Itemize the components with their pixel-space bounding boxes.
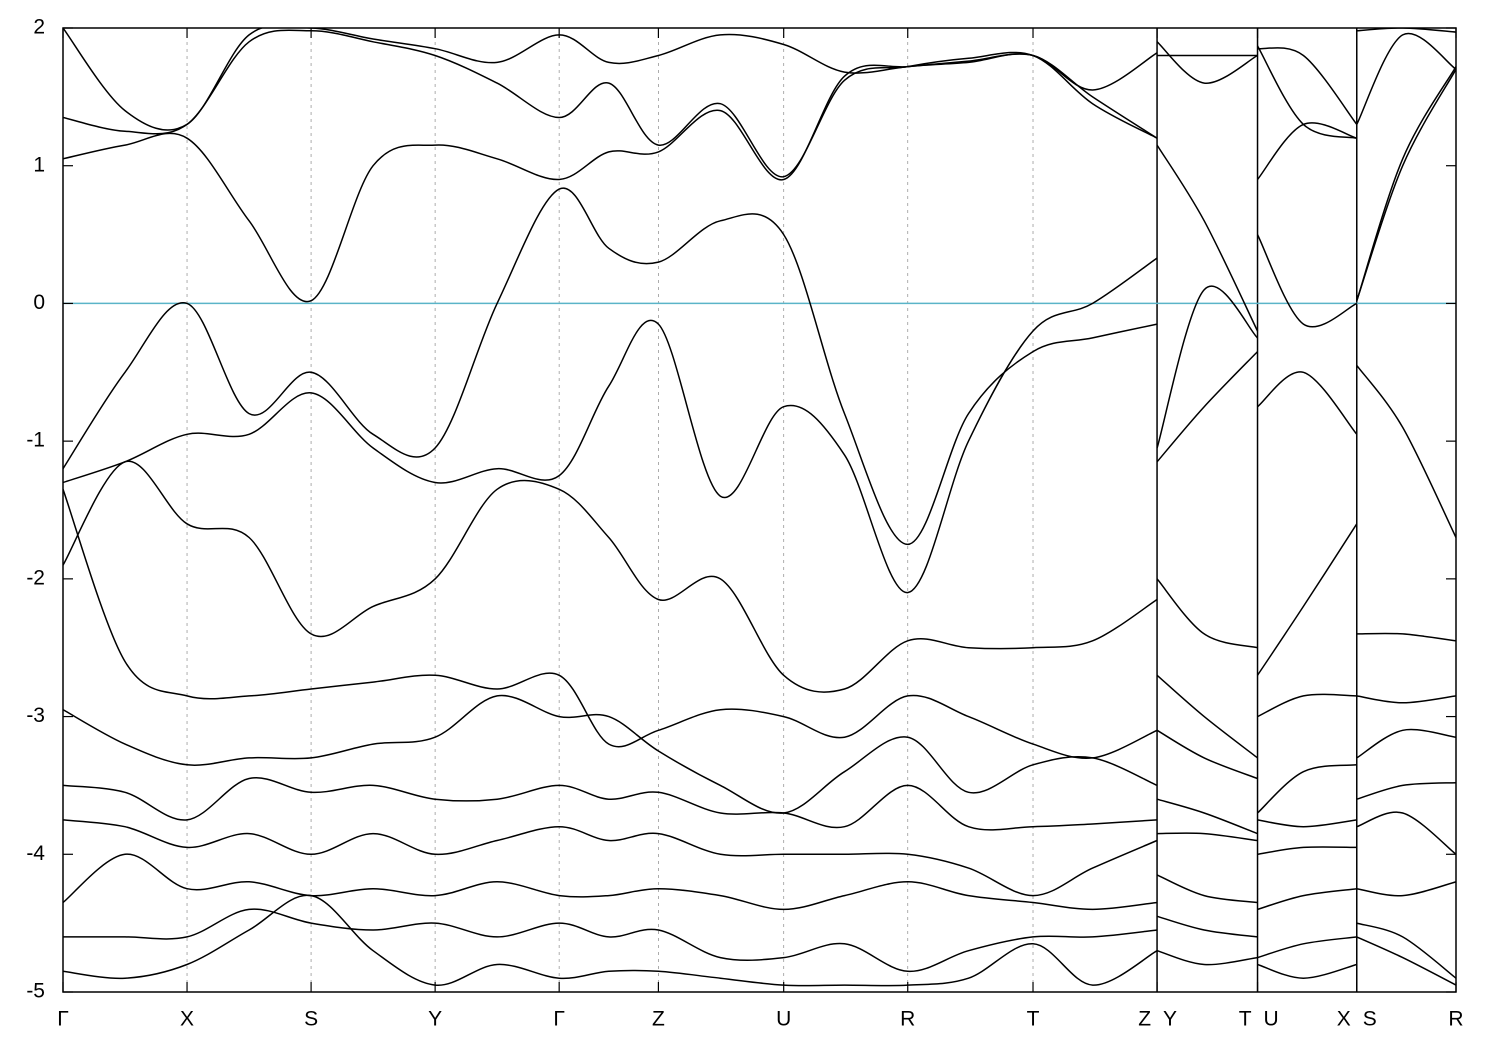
- y-tick-label: -2: [26, 566, 45, 589]
- x-tick-label: Y: [1163, 1008, 1177, 1031]
- band-line: [63, 853, 1456, 911]
- y-tick-label: -1: [26, 429, 45, 452]
- band-line: [63, 811, 1456, 897]
- x-tick-label: Z: [1138, 1008, 1151, 1031]
- x-tick-label: Y: [428, 1008, 442, 1031]
- band-line: [63, 460, 1456, 693]
- x-tick-label: U: [1264, 1008, 1279, 1031]
- band-line: [63, 908, 1456, 979]
- x-tick-label: Z: [652, 1008, 665, 1031]
- y-tick-label: 0: [33, 291, 45, 314]
- x-tick-label: S: [304, 1008, 318, 1031]
- band-line: [63, 694, 1456, 814]
- y-tick-label: -3: [26, 704, 45, 727]
- bands: [63, 28, 1456, 987]
- y-tick-label: 1: [33, 153, 45, 176]
- x-tick-label: Γ: [57, 1008, 69, 1031]
- y-tick-label: -5: [26, 980, 45, 1003]
- band-line: [63, 28, 1456, 332]
- x-tick-label: S: [1363, 1008, 1377, 1031]
- band-line: [63, 489, 1456, 759]
- x-tick-label: R: [1448, 1008, 1463, 1031]
- band-line: [63, 257, 1456, 594]
- band-line: [63, 68, 1456, 546]
- x-tick-label: Γ: [553, 1008, 565, 1031]
- x-tick-label: R: [900, 1008, 915, 1031]
- band-line: [63, 29, 1456, 178]
- x-tick-label: T: [1027, 1008, 1040, 1031]
- band-line: [63, 894, 1456, 987]
- x-tick-label: T: [1239, 1008, 1252, 1031]
- x-tick-label: X: [1337, 1008, 1351, 1031]
- x-tick-label: X: [180, 1008, 194, 1031]
- y-tick-label: -4: [26, 842, 45, 865]
- x-tick-label: U: [776, 1008, 791, 1031]
- band-line: [63, 777, 1456, 835]
- band-line: [63, 28, 1456, 301]
- grid-layer: [186, 28, 1358, 992]
- plot-frame: [62, 27, 1457, 993]
- y-tick-label: 2: [33, 16, 45, 39]
